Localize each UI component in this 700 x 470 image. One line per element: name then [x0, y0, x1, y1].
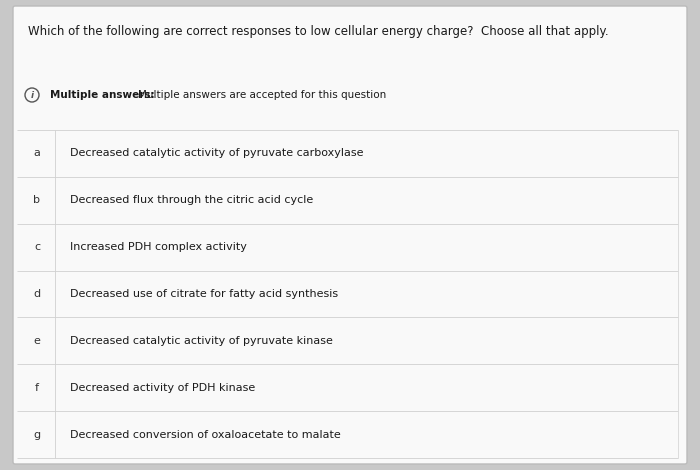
Text: b: b [34, 196, 41, 205]
Text: Decreased flux through the citric acid cycle: Decreased flux through the citric acid c… [70, 196, 314, 205]
Text: Increased PDH complex activity: Increased PDH complex activity [70, 242, 247, 252]
Text: Decreased use of citrate for fatty acid synthesis: Decreased use of citrate for fatty acid … [70, 289, 338, 299]
Text: e: e [34, 336, 41, 346]
FancyBboxPatch shape [13, 6, 687, 464]
Text: Decreased catalytic activity of pyruvate kinase: Decreased catalytic activity of pyruvate… [70, 336, 333, 346]
Text: f: f [35, 383, 39, 393]
Text: g: g [34, 430, 41, 439]
Text: d: d [34, 289, 41, 299]
Text: a: a [34, 149, 41, 158]
Text: Decreased catalytic activity of pyruvate carboxylase: Decreased catalytic activity of pyruvate… [70, 149, 363, 158]
Circle shape [25, 88, 39, 102]
Text: Multiple answers are accepted for this question: Multiple answers are accepted for this q… [138, 90, 386, 100]
Text: i: i [30, 91, 34, 100]
Text: Which of the following are correct responses to low cellular energy charge?  Cho: Which of the following are correct respo… [28, 25, 608, 38]
Text: Decreased conversion of oxaloacetate to malate: Decreased conversion of oxaloacetate to … [70, 430, 341, 439]
Text: Multiple answers:: Multiple answers: [50, 90, 158, 100]
Text: Decreased activity of PDH kinase: Decreased activity of PDH kinase [70, 383, 256, 393]
Text: c: c [34, 242, 40, 252]
